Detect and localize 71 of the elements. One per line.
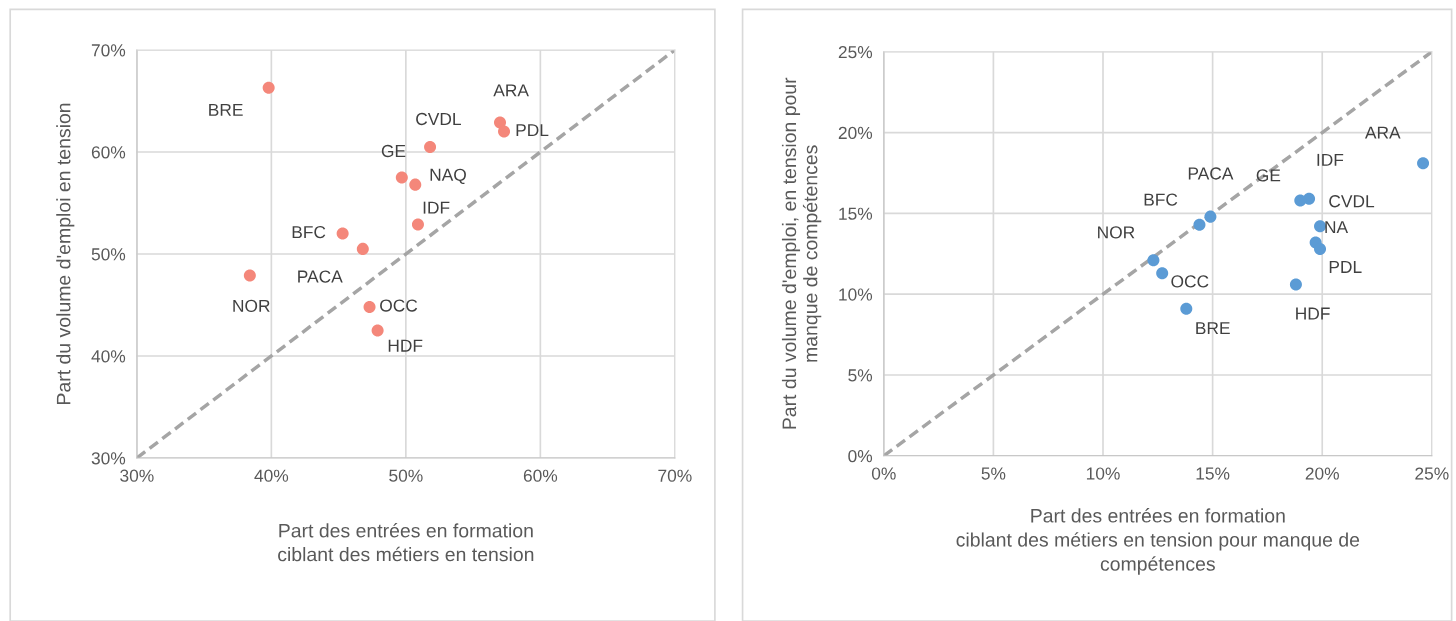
point xyxy=(395,171,408,184)
x-axis-title: Part des entrées en formation ciblant des métiers en tension pour manque de compétences xyxy=(956,508,1360,575)
x-tick-label: 20% xyxy=(1305,467,1339,480)
annotation: OCC xyxy=(1171,275,1209,288)
point xyxy=(356,242,369,255)
annotation: NOR xyxy=(1098,226,1135,239)
annotation: PACA xyxy=(1188,167,1234,180)
annotation: NA xyxy=(1325,221,1349,234)
point xyxy=(493,116,507,129)
point xyxy=(1417,157,1430,170)
y-tick-label: 5% xyxy=(848,369,873,382)
x-axis-title: Part des entrées en formation ciblant des métiers en tension xyxy=(278,523,534,562)
point xyxy=(1204,210,1217,223)
annotation: PACA xyxy=(298,270,343,283)
x-tick-label: 25% xyxy=(1415,467,1449,480)
y-tick-label: 25% xyxy=(838,45,873,59)
y-tick-label: 15% xyxy=(839,207,873,220)
y-tick-label: 60% xyxy=(91,146,126,159)
annotation: OCC xyxy=(380,299,418,312)
point xyxy=(1289,278,1302,291)
point xyxy=(1147,254,1160,267)
point xyxy=(363,301,376,314)
y-tick-label: 30% xyxy=(91,452,126,465)
annotation: HDF xyxy=(388,339,423,352)
point xyxy=(409,178,422,191)
point xyxy=(424,140,437,153)
point xyxy=(371,324,384,337)
point xyxy=(243,269,256,282)
annotation: BFC xyxy=(1144,193,1178,206)
y-tick-label: 50% xyxy=(91,248,126,261)
x-tick-label: 30% xyxy=(120,469,154,482)
point xyxy=(411,218,424,231)
y-axis-title: Part du volume d'emploi en tension xyxy=(56,103,75,404)
annotation: IDF xyxy=(423,201,450,214)
y-tick-label: 0% xyxy=(848,449,873,463)
point xyxy=(1294,194,1307,207)
x-tick-label: 60% xyxy=(523,469,558,482)
point xyxy=(498,125,511,138)
y-tick-label: 20% xyxy=(838,126,873,140)
annotation: PDL xyxy=(516,124,549,137)
annotation: ARA xyxy=(1364,126,1401,139)
annotation: NAQ xyxy=(430,168,466,185)
annotation: NOR xyxy=(233,299,270,313)
x-tick-label: 5% xyxy=(981,467,1006,480)
annotation: PDL xyxy=(1329,260,1362,273)
annotation: ARA xyxy=(493,84,529,97)
annotation: BFC xyxy=(292,225,326,239)
x-tick-label: 70% xyxy=(658,469,692,482)
x-tick-label: 15% xyxy=(1196,467,1230,480)
x-tick-label: 40% xyxy=(254,469,289,482)
point xyxy=(336,227,349,240)
point xyxy=(1156,267,1169,280)
y-tick-label: 70% xyxy=(91,44,126,57)
point xyxy=(1314,242,1327,255)
annotation: CVDL xyxy=(416,112,461,126)
x-tick-label: 10% xyxy=(1086,467,1120,480)
annotation: BRE xyxy=(209,103,243,116)
point xyxy=(262,81,275,94)
y-tick-label: 10% xyxy=(839,288,873,301)
annotation: GE xyxy=(1256,169,1281,182)
y-axis-title: Part du volume d'emploi, en tension pour manque de compétences xyxy=(781,77,822,429)
point xyxy=(1180,302,1193,315)
point xyxy=(1193,218,1206,231)
annotation: CVDL xyxy=(1329,195,1375,208)
x-tick-label: 0% xyxy=(871,467,896,480)
annotation: IDF xyxy=(1317,153,1344,166)
annotation: GE xyxy=(381,144,406,158)
annotation: BRE xyxy=(1196,322,1230,335)
y-tick-label: 40% xyxy=(91,350,126,363)
x-tick-label: 50% xyxy=(389,469,423,482)
annotation: HDF xyxy=(1296,307,1330,320)
